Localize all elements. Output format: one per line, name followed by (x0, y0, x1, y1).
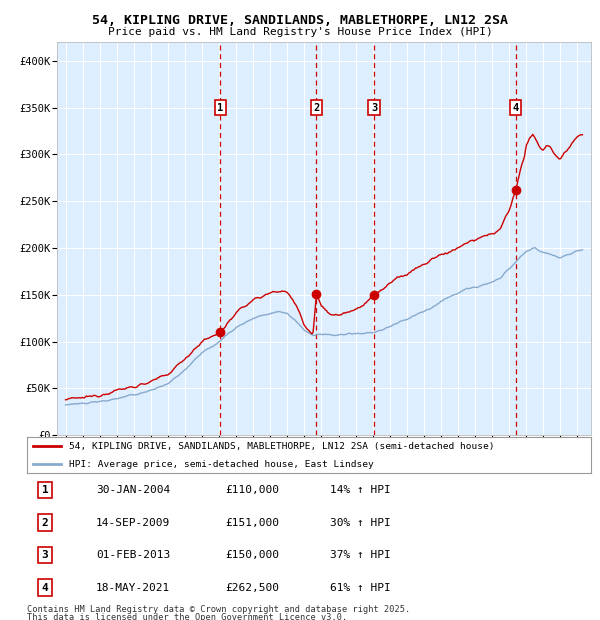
Text: Contains HM Land Registry data © Crown copyright and database right 2025.: Contains HM Land Registry data © Crown c… (27, 605, 410, 614)
Text: 30% ↑ HPI: 30% ↑ HPI (330, 518, 391, 528)
Text: 1: 1 (41, 485, 49, 495)
Text: £150,000: £150,000 (225, 550, 279, 560)
Text: This data is licensed under the Open Government Licence v3.0.: This data is licensed under the Open Gov… (27, 613, 347, 620)
Text: 4: 4 (41, 583, 49, 593)
Text: 2: 2 (313, 103, 320, 113)
Text: 37% ↑ HPI: 37% ↑ HPI (330, 550, 391, 560)
Text: 30-JAN-2004: 30-JAN-2004 (96, 485, 170, 495)
Text: 54, KIPLING DRIVE, SANDILANDS, MABLETHORPE, LN12 2SA: 54, KIPLING DRIVE, SANDILANDS, MABLETHOR… (92, 14, 508, 27)
Text: Price paid vs. HM Land Registry's House Price Index (HPI): Price paid vs. HM Land Registry's House … (107, 27, 493, 37)
Text: HPI: Average price, semi-detached house, East Lindsey: HPI: Average price, semi-detached house,… (70, 459, 374, 469)
Text: 14% ↑ HPI: 14% ↑ HPI (330, 485, 391, 495)
Text: £110,000: £110,000 (225, 485, 279, 495)
Text: 01-FEB-2013: 01-FEB-2013 (96, 550, 170, 560)
Text: £262,500: £262,500 (225, 583, 279, 593)
Text: 2: 2 (41, 518, 49, 528)
Text: 3: 3 (41, 550, 49, 560)
Text: 54, KIPLING DRIVE, SANDILANDS, MABLETHORPE, LN12 2SA (semi-detached house): 54, KIPLING DRIVE, SANDILANDS, MABLETHOR… (70, 441, 495, 451)
Text: 3: 3 (371, 103, 377, 113)
Text: 18-MAY-2021: 18-MAY-2021 (96, 583, 170, 593)
Text: 1: 1 (217, 103, 224, 113)
Text: £151,000: £151,000 (225, 518, 279, 528)
Text: 61% ↑ HPI: 61% ↑ HPI (330, 583, 391, 593)
Text: 4: 4 (512, 103, 519, 113)
Text: 14-SEP-2009: 14-SEP-2009 (96, 518, 170, 528)
